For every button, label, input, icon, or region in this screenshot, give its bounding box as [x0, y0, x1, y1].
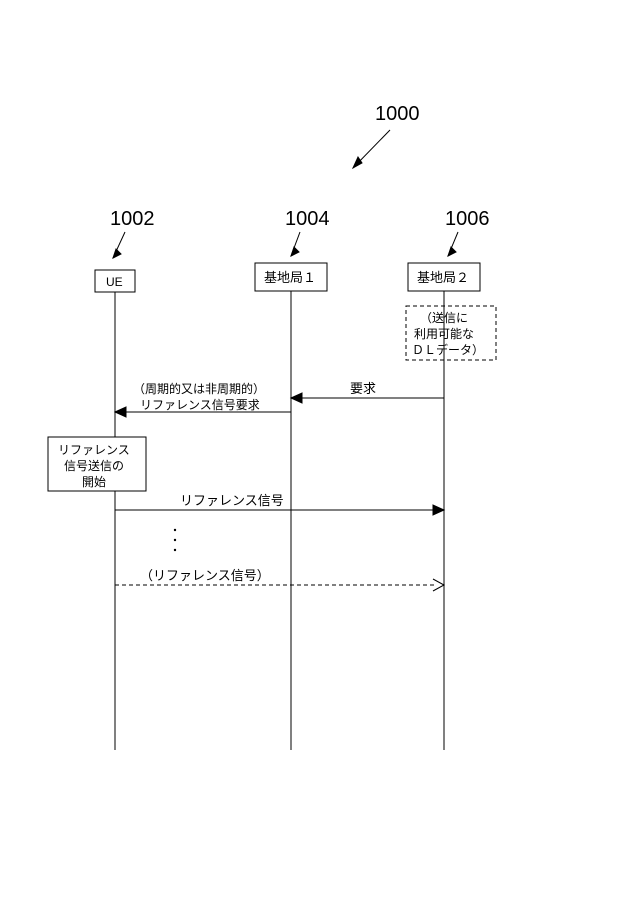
participant-bs2-label: 基地局２	[417, 270, 469, 285]
self-note-line3: 開始	[82, 475, 106, 489]
vdot	[174, 539, 176, 541]
message-rs-label: リファレンス信号	[180, 493, 284, 508]
participant-ue-label: UE	[106, 275, 123, 289]
message-rs-opt-arrowhead	[433, 579, 444, 591]
side-note-line1: （送信に	[420, 310, 468, 325]
self-note-line2: 信号送信の	[64, 458, 124, 473]
side-note-line3: ＤＬデータ）	[412, 342, 484, 357]
participant-bs2-number: 1006	[445, 208, 490, 230]
message-request-arrowhead	[291, 393, 302, 403]
figure-number: 1000	[375, 103, 420, 125]
participant-bs2-number-arrowhead	[448, 247, 456, 256]
vdot	[174, 549, 176, 551]
participant-bs1-number: 1004	[285, 208, 330, 230]
side-note-line2: 利用可能な	[414, 327, 474, 341]
message-rs-opt-label: （リファレンス信号）	[140, 568, 270, 583]
message-rs-arrowhead	[433, 505, 444, 515]
message-request-label: 要求	[350, 381, 376, 396]
participant-ue-number-arrowhead	[113, 249, 121, 258]
message-rsr-label2: リファレンス信号要求	[140, 398, 260, 412]
message-rsr-arrowhead	[115, 407, 126, 417]
vdot	[174, 529, 176, 531]
participant-ue-number: 1002	[110, 208, 155, 230]
figure-number-arrowhead	[353, 157, 362, 168]
participant-bs1-label: 基地局１	[264, 270, 316, 285]
participant-bs1-number-arrowhead	[291, 247, 299, 256]
message-rsr-label1: （周期的又は非周期的）	[133, 381, 265, 396]
self-note-line1: リファレンス	[58, 443, 130, 457]
